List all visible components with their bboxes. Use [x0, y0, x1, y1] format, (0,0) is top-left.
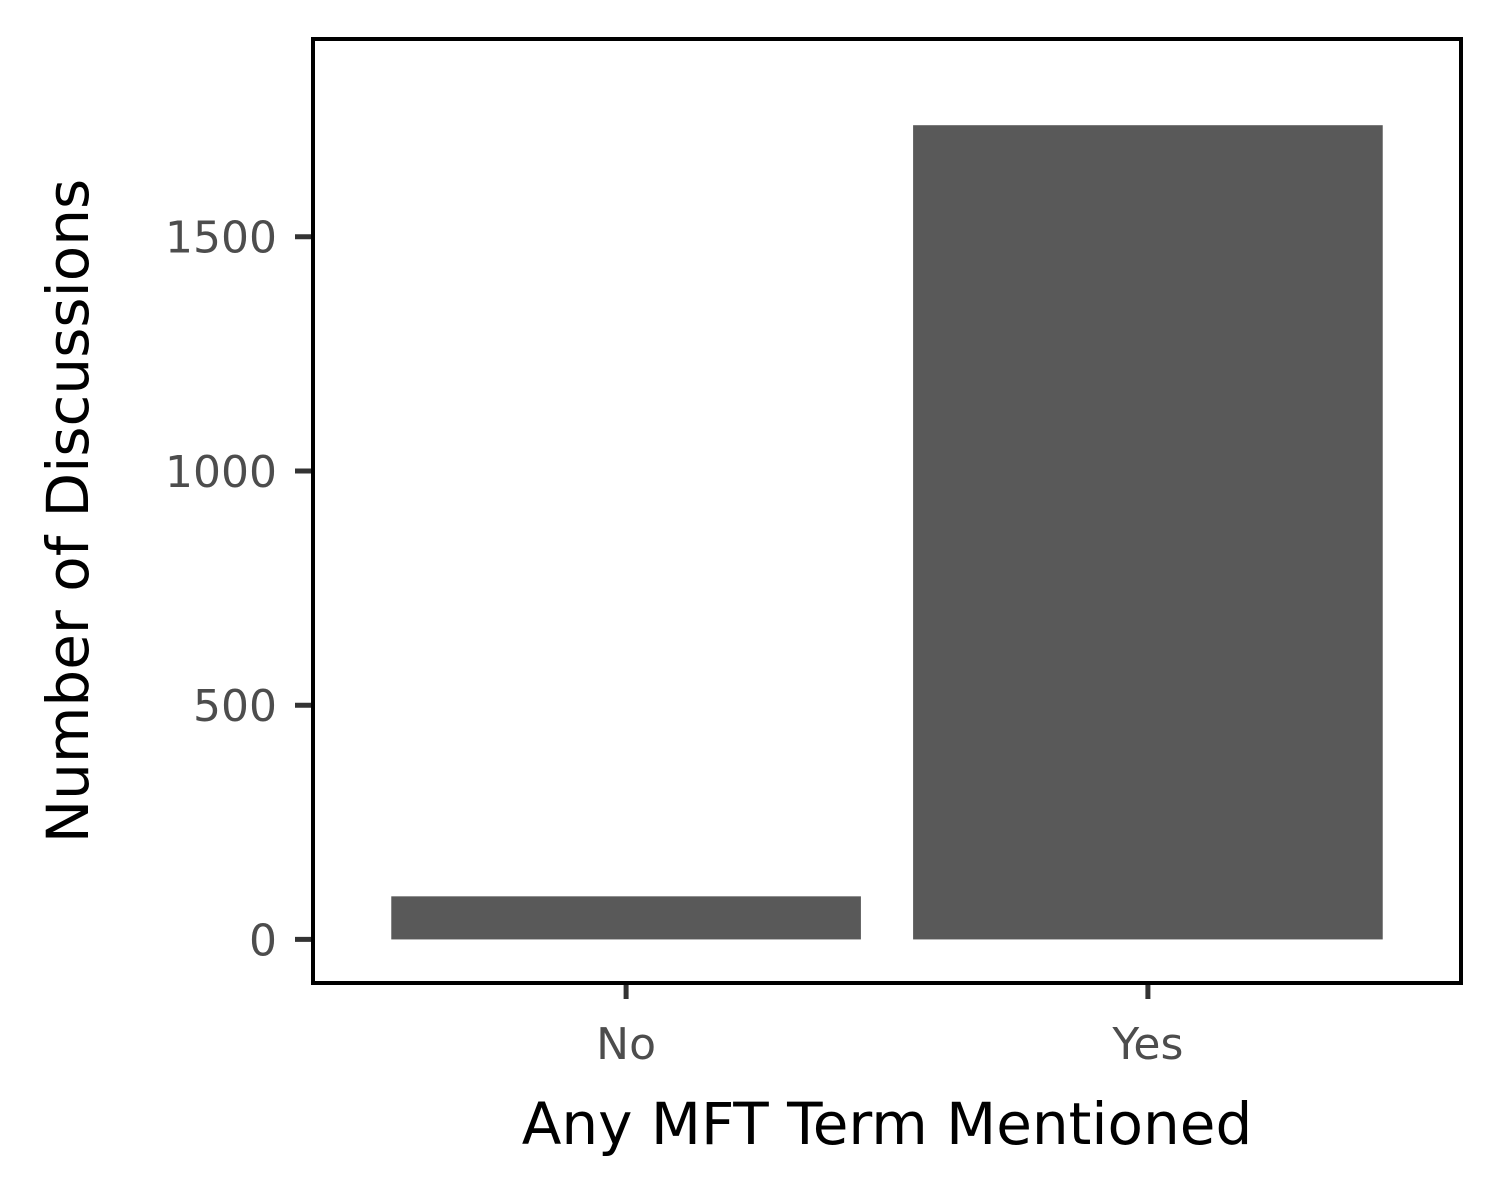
x-tick-label-yes: Yes [1111, 1019, 1183, 1070]
bars-layer [391, 125, 1383, 940]
y-tick-label-500: 500 [193, 681, 277, 732]
y-tick-label-1000: 1000 [165, 447, 277, 498]
y-tick-label-0: 0 [249, 915, 277, 966]
plot-panel-border [311, 37, 1463, 985]
y-axis-title: Number of Discussions [34, 179, 102, 843]
y-tick-label-1500: 1500 [165, 213, 277, 264]
x-tick-label-no: No [596, 1019, 656, 1070]
x-axis-title: Any MFT Term Mentioned [522, 1090, 1253, 1158]
ticks-layer: No Yes 0 500 1000 1500 [165, 213, 1183, 1070]
bar-yes [913, 125, 1383, 940]
bar-no [391, 896, 861, 940]
